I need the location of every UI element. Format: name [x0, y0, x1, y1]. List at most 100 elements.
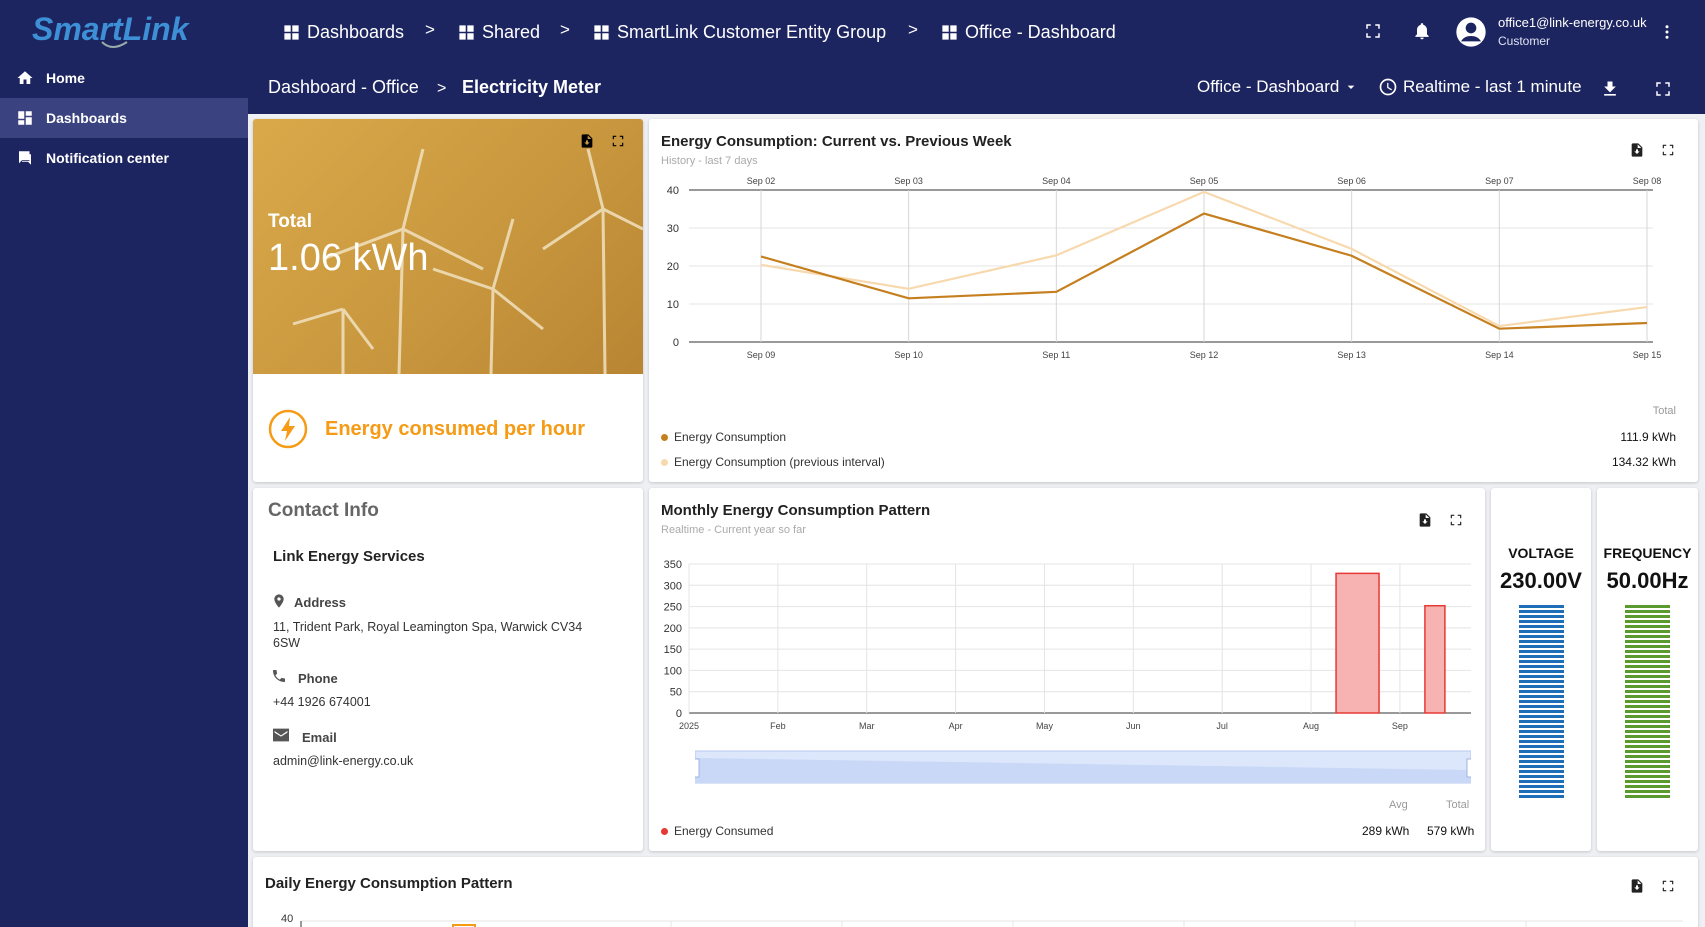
svg-text:SmartLink: SmartLink — [32, 11, 191, 47]
level-bar — [1519, 740, 1564, 743]
level-bar — [1519, 690, 1564, 693]
sidebar-item-home[interactable]: Home — [0, 58, 248, 98]
weekly-consumption-panel: Energy Consumption: Current vs. Previous… — [649, 119, 1698, 482]
x-tick-label-top: Sep 06 — [1337, 176, 1366, 186]
daily-chart-gridlines — [300, 920, 1683, 927]
level-bar — [1519, 735, 1564, 738]
level-bar — [1625, 720, 1670, 723]
fullscreen-icon[interactable] — [1364, 22, 1382, 40]
y-tick-label: 200 — [664, 623, 682, 635]
level-bar — [1625, 680, 1670, 683]
level-bar — [1625, 715, 1670, 718]
level-bar — [1519, 770, 1564, 773]
email-value[interactable]: admin@link-energy.co.uk — [273, 754, 414, 768]
legend-item-energy-consumed[interactable]: Energy Consumed — [661, 824, 773, 838]
level-bar — [1625, 735, 1670, 738]
level-bar — [1519, 680, 1564, 683]
level-bar — [1625, 760, 1670, 763]
level-bar — [1519, 720, 1564, 723]
level-bar — [1625, 650, 1670, 653]
fullscreen-icon[interactable] — [1449, 513, 1463, 527]
y-tick-label: 0 — [673, 337, 679, 349]
export-icon[interactable] — [1629, 142, 1645, 158]
level-bar — [1625, 670, 1670, 673]
time-window-select[interactable]: Realtime - last 1 minute — [1378, 77, 1582, 97]
panel-title: Daily Energy Consumption Pattern — [265, 875, 513, 892]
zoom-handle-left[interactable] — [695, 758, 700, 778]
wind-turbine-image: Total 1.06 kWh — [253, 119, 643, 375]
level-bar — [1625, 630, 1670, 633]
level-bar — [1519, 780, 1564, 783]
zoom-handle-right[interactable] — [1466, 758, 1471, 778]
legend-item-current[interactable]: Energy Consumption — [661, 430, 786, 444]
dashboards-icon — [594, 24, 609, 40]
breadcrumb-entity-group[interactable]: SmartLink Customer Entity Group — [592, 18, 886, 46]
level-bar — [1625, 755, 1670, 758]
download-icon[interactable] — [1600, 79, 1620, 99]
fullscreen-icon[interactable] — [1654, 80, 1672, 98]
legend-total-header: Total — [1652, 405, 1676, 417]
phone-icon — [273, 670, 285, 682]
level-bar — [1625, 725, 1670, 728]
clock-icon — [1379, 78, 1397, 96]
level-bar — [1519, 795, 1564, 798]
subheader-parent-link[interactable]: Dashboard - Office — [268, 77, 419, 97]
phone-value[interactable]: +44 1926 674001 — [273, 695, 371, 709]
level-bar — [1625, 785, 1670, 788]
frequency-value: 50.00Hz — [1606, 568, 1689, 593]
level-bar — [1519, 790, 1564, 793]
level-bar — [1625, 615, 1670, 618]
monthly-bar-chart: 0 50 100 150 200 250 300 350 2025 Feb Mar Apr May Jun… — [664, 559, 1471, 731]
smartlink-logo[interactable]: SmartLink — [32, 8, 212, 52]
home-icon — [17, 71, 33, 84]
more-vert-icon[interactable] — [1658, 22, 1676, 42]
level-bar — [1625, 675, 1670, 678]
x-tick-label-bottom: Sep 11 — [1042, 350, 1070, 360]
y-tick-label: 50 — [670, 687, 682, 699]
x-tick-label-bottom: Sep 10 — [894, 350, 923, 360]
energy-bolt-icon — [268, 409, 308, 449]
dashboard-select[interactable]: Office - Dashboard — [1197, 77, 1359, 97]
legend-color-dot — [661, 433, 668, 441]
dashboards-icon — [284, 24, 299, 40]
x-tick-label-top: Sep 05 — [1190, 176, 1219, 186]
legend-avg-value: 289 kWh — [1362, 824, 1410, 838]
user-role: Customer — [1498, 34, 1551, 48]
sidebar-item-dashboards[interactable]: Dashboards — [0, 98, 248, 138]
contact-title: Contact Info — [268, 500, 379, 521]
x-tick-label-top: Sep 07 — [1485, 176, 1514, 186]
level-bar — [1519, 775, 1564, 778]
export-icon[interactable] — [1417, 512, 1433, 528]
y-tick-label: 20 — [667, 261, 679, 273]
legend-total-previous: 134.32 kWh — [1611, 455, 1676, 469]
x-tick-label-bottom: Sep 13 — [1337, 350, 1366, 360]
breadcrumb-shared[interactable]: Shared — [457, 18, 540, 46]
level-bar — [1625, 775, 1670, 778]
x-tick-label-bottom: Sep 15 — [1633, 350, 1662, 360]
legend-color-dot — [661, 458, 668, 466]
fullscreen-icon[interactable] — [611, 134, 625, 148]
level-bar — [1519, 765, 1564, 768]
x-tick-label-bottom: Sep 12 — [1190, 350, 1219, 360]
data-zoom-slider[interactable] — [695, 748, 1471, 786]
level-bar — [1625, 750, 1670, 753]
sidebar-item-notification-center[interactable]: Notification center — [0, 138, 248, 178]
legend-item-previous[interactable]: Energy Consumption (previous interval) — [661, 455, 885, 469]
level-bar — [1625, 635, 1670, 638]
fullscreen-icon[interactable] — [1661, 143, 1675, 157]
avatar[interactable] — [1455, 16, 1487, 48]
fullscreen-icon[interactable] — [1661, 879, 1675, 893]
export-icon[interactable] — [1629, 878, 1645, 894]
level-bar — [1519, 610, 1564, 613]
level-bar — [1625, 765, 1670, 768]
x-tick-label: Jun — [1126, 721, 1141, 731]
panel-subtitle: History - last 7 days — [661, 155, 758, 167]
bell-icon[interactable] — [1412, 21, 1432, 41]
address-value: 11, Trident Park, Royal Leamington Spa, … — [273, 620, 583, 650]
breadcrumb-office-dashboard: Office - Dashboard — [940, 18, 1116, 46]
export-icon[interactable] — [579, 133, 595, 149]
x-tick-label: Jul — [1216, 721, 1228, 731]
level-bar — [1519, 705, 1564, 708]
breadcrumb-dashboards[interactable]: Dashboards — [282, 18, 404, 46]
frequency-meter-panel: FREQUENCY 50.00Hz — [1597, 488, 1698, 851]
